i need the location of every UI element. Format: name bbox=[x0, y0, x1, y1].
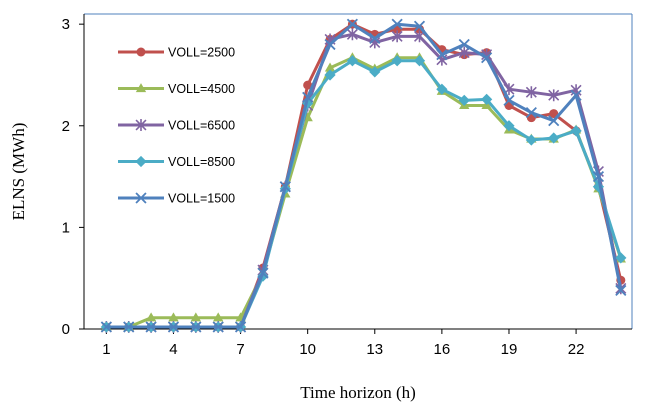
series-line bbox=[106, 22, 623, 329]
series-line bbox=[106, 22, 623, 329]
data-point bbox=[391, 30, 403, 43]
legend-entry: VOLL=2500 bbox=[118, 46, 235, 60]
data-point bbox=[135, 119, 147, 131]
x-axis-title: Time horizon (h) bbox=[300, 383, 416, 402]
data-point bbox=[570, 125, 582, 137]
x-tick-label: 22 bbox=[568, 341, 585, 358]
data-point bbox=[391, 55, 403, 67]
data-point bbox=[234, 321, 247, 333]
legend-entry: VOLL=1500 bbox=[118, 192, 235, 206]
x-tick-label: 7 bbox=[236, 341, 244, 358]
y-tick-label: 3 bbox=[62, 16, 70, 33]
legend-label: VOLL=1500 bbox=[168, 192, 235, 206]
data-point bbox=[525, 134, 537, 146]
data-point bbox=[212, 321, 224, 333]
x-tick-label: 19 bbox=[501, 341, 518, 358]
data-point bbox=[303, 80, 313, 90]
legend-label: VOLL=6500 bbox=[168, 119, 235, 133]
data-point bbox=[413, 20, 426, 32]
data-point bbox=[346, 18, 358, 30]
plot-series bbox=[100, 18, 627, 333]
data-point bbox=[615, 284, 627, 296]
data-point bbox=[145, 312, 157, 322]
legend-label: VOLL=4500 bbox=[168, 82, 235, 96]
legend-label: VOLL=2500 bbox=[168, 46, 235, 60]
data-point bbox=[213, 312, 224, 322]
data-point bbox=[592, 170, 605, 183]
data-point bbox=[570, 89, 582, 101]
data-point bbox=[123, 321, 135, 333]
data-point bbox=[369, 66, 381, 78]
legend-entry: VOLL=4500 bbox=[118, 82, 235, 96]
data-point bbox=[413, 55, 426, 67]
series-line bbox=[106, 32, 623, 329]
data-point bbox=[369, 32, 381, 44]
data-point bbox=[525, 106, 537, 119]
data-point bbox=[549, 109, 559, 119]
data-point bbox=[190, 312, 202, 322]
data-point bbox=[190, 321, 202, 333]
data-point bbox=[302, 91, 314, 103]
data-point bbox=[145, 321, 157, 333]
series-voll-1500 bbox=[100, 18, 627, 333]
data-point bbox=[168, 312, 179, 322]
data-point bbox=[503, 120, 515, 132]
x-tick-label: 16 bbox=[434, 341, 451, 358]
data-point bbox=[503, 94, 515, 106]
data-point bbox=[324, 62, 336, 72]
data-point bbox=[324, 69, 336, 81]
data-point bbox=[548, 132, 560, 144]
data-point bbox=[135, 83, 147, 93]
data-point bbox=[279, 181, 291, 193]
data-point bbox=[413, 30, 426, 43]
data-point bbox=[548, 89, 560, 102]
y-tick-label: 1 bbox=[62, 219, 70, 236]
data-point bbox=[436, 83, 448, 95]
data-point bbox=[257, 267, 269, 279]
legend: VOLL=2500 VOLL=4500 VOLL=6500 VOLL=8500 VOLL… bbox=[118, 46, 235, 206]
data-point bbox=[100, 321, 112, 333]
x-tick-label: 13 bbox=[366, 341, 383, 358]
data-point bbox=[324, 38, 336, 51]
x-tick-label: 1 bbox=[102, 341, 110, 358]
data-point bbox=[458, 94, 470, 106]
series-voll-6500 bbox=[100, 28, 627, 333]
data-point bbox=[136, 47, 146, 57]
x-tick-label: 10 bbox=[299, 341, 316, 358]
legend-entry: VOLL=6500 bbox=[118, 119, 235, 133]
data-point bbox=[167, 321, 180, 333]
data-point bbox=[458, 46, 470, 59]
data-point bbox=[480, 93, 493, 105]
data-point bbox=[346, 28, 358, 41]
data-point bbox=[548, 115, 560, 127]
data-point bbox=[135, 155, 147, 168]
data-point bbox=[391, 18, 403, 30]
y-axis-title: ELNS (MWh) bbox=[9, 123, 28, 221]
x-tick-label: 4 bbox=[169, 341, 177, 358]
legend-label: VOLL=8500 bbox=[168, 155, 235, 169]
data-point bbox=[481, 52, 493, 64]
data-point bbox=[135, 192, 147, 204]
data-point bbox=[436, 49, 448, 61]
y-tick-label: 0 bbox=[62, 321, 70, 338]
data-point bbox=[458, 38, 470, 51]
y-tick-label: 2 bbox=[62, 118, 70, 135]
data-point bbox=[346, 55, 359, 67]
data-point bbox=[615, 252, 627, 264]
legend-entry: VOLL=8500 bbox=[118, 155, 235, 169]
data-point bbox=[525, 86, 537, 99]
